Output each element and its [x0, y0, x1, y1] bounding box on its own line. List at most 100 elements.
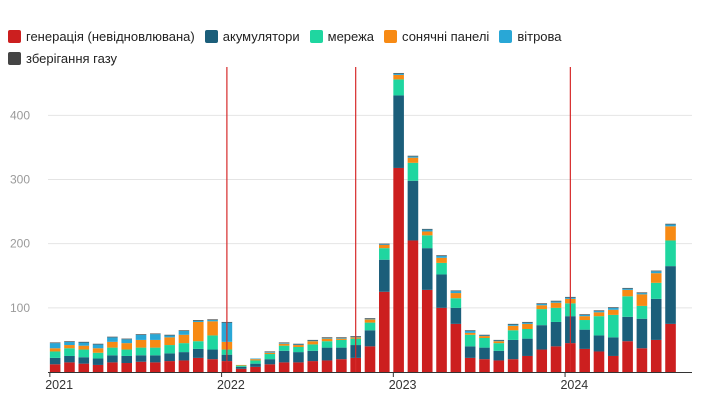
bar-segment[interactable] [293, 362, 304, 372]
bar-segment[interactable] [293, 345, 304, 347]
bar-segment[interactable] [336, 339, 347, 348]
bar-segment[interactable] [49, 343, 61, 349]
bar-segment[interactable] [464, 334, 476, 347]
bar-segment[interactable] [321, 337, 333, 338]
bar-segment[interactable] [579, 348, 590, 372]
bar-segment[interactable] [379, 259, 390, 292]
bar-segment[interactable] [436, 255, 447, 256]
bar-segment[interactable] [107, 347, 118, 356]
bar-segment[interactable] [293, 352, 304, 363]
bar-segment[interactable] [493, 339, 505, 341]
bar-segment[interactable] [622, 341, 633, 372]
bar-segment[interactable] [150, 347, 161, 356]
bar-segment[interactable] [164, 361, 175, 372]
bar-segment[interactable] [235, 365, 247, 367]
bar-segment[interactable] [593, 335, 605, 352]
bar-segment[interactable] [364, 318, 376, 320]
bar-segment[interactable] [636, 292, 648, 294]
bar-segment[interactable] [379, 244, 390, 245]
bar-segment[interactable] [293, 343, 304, 345]
bar-segment[interactable] [321, 347, 333, 361]
bar-segment[interactable] [550, 301, 562, 303]
bar-segment[interactable] [207, 335, 218, 350]
bar-segment[interactable] [607, 309, 619, 315]
bar-segment[interactable] [507, 323, 519, 325]
bar-segment[interactable] [64, 362, 75, 372]
bar-segment[interactable] [536, 305, 548, 310]
bar-segment[interactable] [393, 74, 404, 80]
bar-segment[interactable] [78, 349, 90, 358]
legend-item[interactable]: сонячні панелі [384, 26, 489, 46]
bar-segment[interactable] [550, 300, 562, 302]
bar-segment[interactable] [450, 291, 462, 294]
bar-segment[interactable] [264, 352, 276, 355]
bar-segment[interactable] [479, 336, 490, 338]
bar-segment[interactable] [121, 355, 133, 364]
bar-segment[interactable] [307, 344, 319, 351]
bar-segment[interactable] [607, 355, 619, 372]
bar-segment[interactable] [636, 318, 648, 349]
bar-segment[interactable] [92, 343, 104, 345]
bar-segment[interactable] [278, 350, 290, 363]
bar-segment[interactable] [364, 322, 376, 331]
bar-segment[interactable] [321, 337, 333, 339]
bar-segment[interactable] [393, 79, 404, 96]
bar-segment[interactable] [78, 357, 90, 364]
bar-segment[interactable] [665, 226, 676, 241]
bar-segment[interactable] [250, 360, 261, 364]
bar-segment[interactable] [650, 339, 662, 372]
bar-segment[interactable] [579, 314, 590, 315]
bar-segment[interactable] [307, 339, 319, 341]
bar-segment[interactable] [178, 330, 190, 335]
bar-segment[interactable] [550, 346, 562, 372]
bar-segment[interactable] [121, 363, 133, 372]
bar-segment[interactable] [135, 355, 147, 362]
bar-segment[interactable] [164, 334, 175, 336]
bar-segment[interactable] [164, 345, 175, 354]
bar-segment[interactable] [665, 224, 676, 227]
bar-segment[interactable] [650, 282, 662, 299]
bar-segment[interactable] [579, 314, 590, 317]
bar-segment[interactable] [64, 345, 75, 349]
bar-segment[interactable] [421, 229, 433, 232]
bar-segment[interactable] [121, 343, 133, 350]
bar-segment[interactable] [593, 310, 605, 312]
bar-segment[interactable] [64, 355, 75, 363]
bar-segment[interactable] [650, 270, 662, 272]
bar-segment[interactable] [192, 320, 204, 321]
bar-segment[interactable] [150, 334, 161, 340]
bar-segment[interactable] [522, 338, 533, 356]
bar-segment[interactable] [321, 341, 333, 348]
bar-segment[interactable] [207, 319, 218, 321]
bar-segment[interactable] [207, 349, 218, 360]
bar-segment[interactable] [150, 362, 161, 372]
bar-segment[interactable] [479, 337, 490, 348]
bar-segment[interactable] [307, 340, 319, 342]
bar-segment[interactable] [307, 361, 319, 372]
bar-segment[interactable] [107, 336, 118, 338]
bar-segment[interactable] [107, 355, 118, 363]
bar-segment[interactable] [622, 288, 633, 290]
bar-segment[interactable] [379, 243, 390, 245]
bar-segment[interactable] [536, 325, 548, 350]
bar-segment[interactable] [164, 335, 175, 338]
bar-segment[interactable] [64, 341, 75, 342]
bar-segment[interactable] [92, 358, 104, 365]
bar-segment[interactable] [407, 157, 419, 163]
bar-segment[interactable] [135, 361, 147, 372]
bar-segment[interactable] [107, 341, 118, 348]
bar-segment[interactable] [192, 348, 204, 358]
bar-segment[interactable] [464, 330, 476, 331]
bar-segment[interactable] [49, 348, 61, 352]
bar-segment[interactable] [178, 330, 190, 331]
bar-segment[interactable] [107, 362, 118, 372]
bar-segment[interactable] [178, 360, 190, 372]
bar-segment[interactable] [278, 343, 290, 344]
bar-segment[interactable] [579, 320, 590, 330]
bar-segment[interactable] [593, 316, 605, 336]
bar-segment[interactable] [665, 223, 676, 225]
bar-segment[interactable] [464, 332, 476, 335]
bar-segment[interactable] [421, 231, 433, 236]
bar-segment[interactable] [364, 318, 376, 319]
bar-segment[interactable] [450, 293, 462, 299]
